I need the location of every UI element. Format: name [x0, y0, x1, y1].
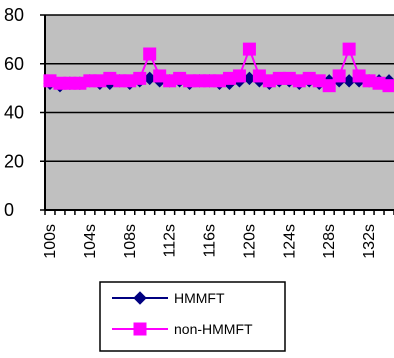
data-point [93, 74, 107, 88]
data-point [262, 74, 276, 88]
data-point [242, 42, 256, 56]
data-point [113, 74, 127, 88]
x-tick-label: 104s [82, 224, 99, 259]
legend: HMMFT non-HMMFT [99, 281, 286, 352]
data-point [73, 76, 87, 90]
data-point [203, 74, 217, 88]
legend-label: HMMFT [174, 290, 225, 306]
data-point [292, 74, 306, 88]
data-point [312, 74, 326, 88]
data-point [123, 74, 137, 88]
data-point [302, 71, 316, 85]
data-point [103, 71, 117, 85]
data-point [382, 79, 394, 93]
data-point [342, 42, 356, 56]
data-point [282, 71, 296, 85]
data-point [272, 71, 286, 85]
y-tick-label: 60 [4, 54, 24, 74]
x-tick-label: 124s [281, 224, 298, 259]
legend-marker [133, 291, 147, 305]
data-point [372, 76, 386, 90]
data-point [352, 69, 366, 83]
data-point [332, 69, 346, 83]
x-tick-label: 116s [202, 224, 219, 258]
data-point [193, 74, 207, 88]
data-point [83, 74, 97, 88]
legend-box [99, 281, 286, 352]
legend-marker [133, 322, 147, 336]
data-point [362, 74, 376, 88]
data-point [173, 71, 187, 85]
x-tick-label: 108s [122, 224, 139, 259]
data-point [213, 74, 226, 88]
x-tick-label: 132s [361, 224, 378, 259]
y-tick-label: 40 [4, 103, 24, 123]
data-point [322, 79, 336, 93]
legend-label: non-HMMFT [174, 321, 253, 337]
x-tick-label: 128s [321, 224, 338, 259]
y-tick-label: 20 [4, 151, 24, 171]
y-tick-label: 80 [4, 5, 24, 25]
series-non-hmmft [43, 42, 394, 93]
data-point [232, 69, 246, 83]
data-point [143, 47, 157, 61]
x-tick-label: 100s [42, 224, 59, 259]
data-point [153, 69, 167, 83]
data-point [183, 74, 197, 88]
y-tick-label: 0 [4, 200, 14, 220]
x-tick-label: 112s [162, 224, 179, 258]
data-point [133, 71, 147, 85]
data-point [163, 74, 177, 88]
data-point [252, 69, 266, 83]
x-tick-label: 120s [241, 224, 258, 259]
data-point [53, 76, 67, 90]
data-point [43, 74, 57, 88]
data-point [222, 71, 236, 85]
data-point [63, 76, 77, 90]
